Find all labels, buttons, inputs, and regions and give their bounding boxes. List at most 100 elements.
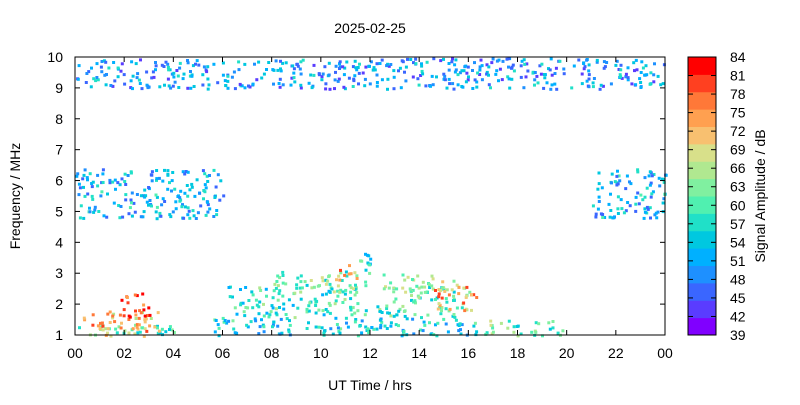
heatmap-cell bbox=[417, 296, 421, 300]
heatmap-cell bbox=[259, 289, 263, 292]
heatmap-cell bbox=[203, 172, 207, 176]
heatmap-cell bbox=[264, 287, 268, 291]
heatmap-cell bbox=[616, 195, 620, 199]
heatmap-cell bbox=[135, 323, 139, 327]
heatmap-cell bbox=[271, 68, 275, 72]
heatmap-cell bbox=[329, 327, 333, 331]
heatmap-cell bbox=[296, 64, 300, 68]
heatmap-cell bbox=[206, 77, 210, 81]
heatmap-cell bbox=[635, 68, 639, 72]
heatmap-cell bbox=[641, 198, 645, 202]
heatmap-cell bbox=[166, 77, 170, 81]
heatmap-cell bbox=[660, 177, 664, 181]
heatmap-cell bbox=[152, 75, 156, 79]
heatmap-cell bbox=[651, 190, 655, 194]
heatmap-cell bbox=[353, 271, 357, 275]
heatmap-cell bbox=[464, 64, 468, 68]
heatmap-cell bbox=[154, 193, 158, 197]
heatmap-cell bbox=[99, 194, 103, 198]
heatmap-cell bbox=[455, 283, 459, 287]
heatmap-cell bbox=[412, 300, 416, 304]
heatmap-cell bbox=[653, 213, 657, 217]
heatmap-cell bbox=[416, 77, 420, 81]
heatmap-cell bbox=[471, 87, 475, 90]
heatmap-cell bbox=[448, 82, 452, 86]
heatmap-cell bbox=[640, 60, 644, 64]
heatmap-cell bbox=[166, 173, 170, 177]
heatmap-cell bbox=[601, 213, 605, 216]
heatmap-cell bbox=[99, 65, 103, 69]
heatmap-cell bbox=[411, 75, 415, 79]
heatmap-cell bbox=[307, 309, 311, 313]
heatmap-cell bbox=[337, 274, 341, 278]
heatmap-cell bbox=[475, 330, 479, 334]
heatmap-cell bbox=[215, 209, 219, 212]
heatmap-cell bbox=[317, 308, 321, 312]
heatmap-cell bbox=[276, 298, 280, 302]
heatmap-cell bbox=[587, 77, 591, 81]
heatmap-cell bbox=[447, 68, 451, 72]
heatmap-cell bbox=[479, 58, 483, 62]
heatmap-cell bbox=[258, 286, 262, 290]
heatmap-cell bbox=[169, 215, 173, 219]
heatmap-cell bbox=[91, 313, 95, 317]
heatmap-cell bbox=[104, 60, 108, 64]
heatmap-cell bbox=[129, 198, 133, 202]
heatmap-cell bbox=[339, 288, 343, 292]
heatmap-cell bbox=[276, 324, 280, 328]
heatmap-cell bbox=[397, 69, 400, 73]
heatmap-cell bbox=[405, 317, 409, 321]
heatmap-cell bbox=[457, 292, 461, 296]
heatmap-cell bbox=[221, 73, 225, 77]
heatmap-cell bbox=[484, 332, 488, 336]
heatmap-cell bbox=[130, 60, 134, 64]
heatmap-cell bbox=[543, 73, 546, 76]
heatmap-cell bbox=[239, 303, 243, 307]
heatmap-cell bbox=[78, 186, 82, 190]
heatmap-cell bbox=[156, 324, 159, 328]
x-tick-label: 22 bbox=[608, 345, 624, 361]
heatmap-cell bbox=[129, 86, 133, 90]
heatmap-cell bbox=[353, 74, 357, 78]
heatmap-cell bbox=[342, 73, 346, 77]
heatmap-cell bbox=[330, 287, 334, 291]
heatmap-cell bbox=[95, 62, 99, 66]
heatmap-cell bbox=[442, 57, 445, 61]
heatmap-cell bbox=[662, 180, 666, 184]
heatmap-cell bbox=[507, 57, 511, 61]
heatmap-cell bbox=[183, 191, 187, 195]
heatmap-cell bbox=[154, 210, 158, 214]
heatmap-cell bbox=[648, 170, 652, 174]
heatmap-cell bbox=[137, 78, 141, 82]
heatmap-cell bbox=[154, 61, 157, 64]
heatmap-cell bbox=[280, 331, 284, 335]
heatmap-cell bbox=[452, 87, 456, 91]
heatmap-cell bbox=[505, 57, 509, 61]
heatmap-cell bbox=[79, 204, 83, 208]
heatmap-cell bbox=[480, 78, 484, 82]
heatmap-cell bbox=[194, 62, 197, 66]
heatmap-cell bbox=[324, 82, 328, 86]
heatmap-cell bbox=[139, 194, 143, 198]
heatmap-cell bbox=[341, 290, 345, 294]
heatmap-cell bbox=[650, 174, 654, 178]
heatmap-cell bbox=[472, 324, 476, 328]
heatmap-cell bbox=[475, 80, 479, 84]
heatmap-cell bbox=[376, 305, 380, 309]
heatmap-cell bbox=[406, 275, 410, 279]
heatmap-cell bbox=[208, 174, 211, 177]
heatmap-cell bbox=[363, 77, 367, 81]
y-tick-label: 5 bbox=[55, 203, 63, 219]
heatmap-cell bbox=[550, 73, 554, 77]
heatmap-cell bbox=[338, 331, 342, 335]
heatmap-cell bbox=[90, 194, 94, 198]
heatmap-cell bbox=[403, 314, 407, 318]
heatmap-cell bbox=[326, 279, 330, 283]
heatmap-cell bbox=[321, 293, 325, 297]
heatmap-cell bbox=[337, 77, 341, 81]
heatmap-cell bbox=[549, 57, 553, 61]
heatmap-cell bbox=[462, 301, 466, 305]
heatmap-cell bbox=[174, 207, 178, 211]
heatmap-cell bbox=[349, 297, 353, 301]
heatmap-cell bbox=[368, 82, 372, 86]
